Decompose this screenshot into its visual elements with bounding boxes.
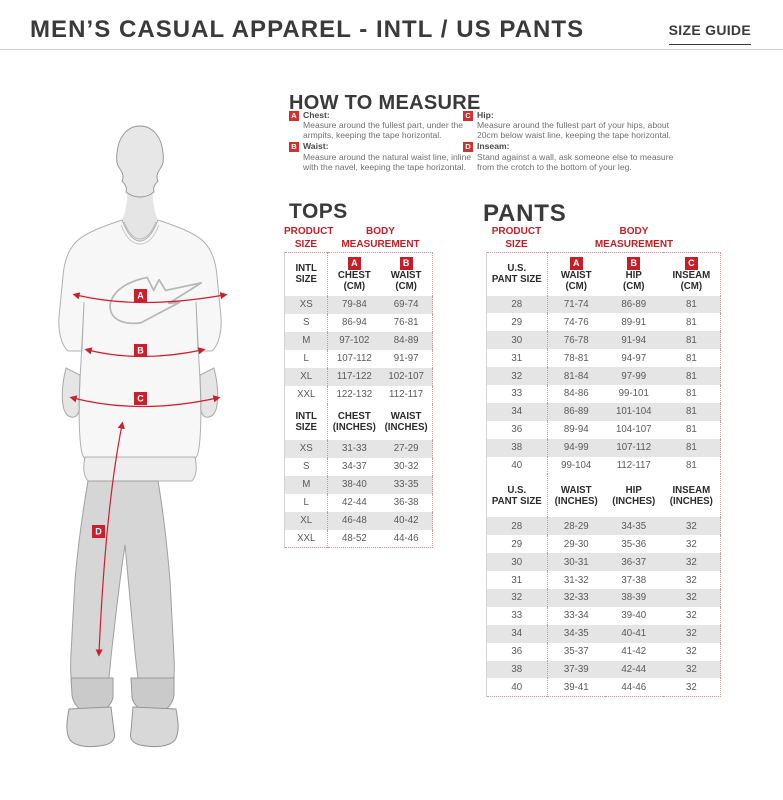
svg-text:D: D <box>95 527 102 537</box>
svg-text:B: B <box>137 346 144 356</box>
svg-text:A: A <box>137 291 144 301</box>
svg-text:C: C <box>137 394 144 404</box>
